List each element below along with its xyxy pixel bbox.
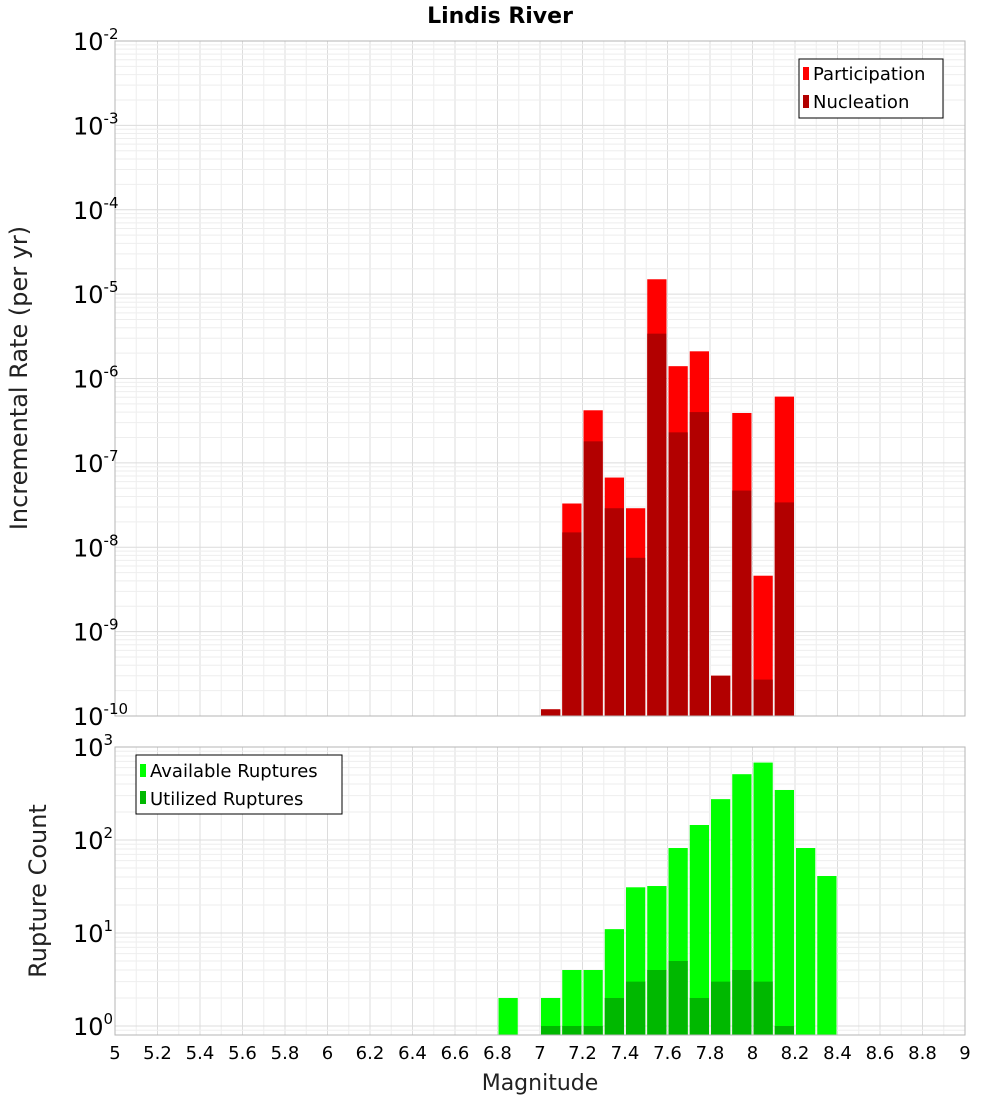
x-tick-label: 8.6 [866,1043,895,1064]
nucleation-bar [541,709,561,716]
available-ruptures-bar [732,774,752,1035]
rate-panel: 10-10 10-9 10-8 10-7 10-6 10-5 10-4 10-3 10-2 In… [5,25,966,731]
nucleation-bar [689,412,709,716]
utilized-ruptures-bar [689,997,709,1035]
x-tick-label: 7.4 [611,1043,640,1064]
rate-y-tick-label: 10-4 [73,194,119,225]
x-tick-label: 5.8 [271,1043,300,1064]
available-ruptures-bar [498,997,518,1035]
utilized-ruptures-bar [774,1025,794,1035]
legend-label-utilized: Utilized Ruptures [150,789,303,810]
available-ruptures-bar [753,762,773,1035]
utilized-ruptures-bar [711,981,731,1035]
rate-legend: Participation Nucleation [798,58,944,119]
nucleation-bar [753,679,773,716]
legend-swatch-nucleation [803,95,809,108]
available-ruptures-bar [689,824,709,1035]
nucleation-bar [604,508,624,716]
utilized-ruptures-bar [562,1025,582,1035]
nucleation-bar [711,675,731,716]
x-tick-label: 5 [109,1043,120,1064]
nucleation-bar [626,557,646,716]
nucleation-bar [583,441,603,716]
count-y-tick-label: 102 [73,824,113,855]
count-y-tick-label: 101 [73,917,113,948]
count-legend-box [135,754,343,815]
legend-swatch-participation [803,67,809,80]
x-tick-label: 5.2 [143,1043,172,1064]
x-tick-label: 6.4 [398,1043,427,1064]
count-bars [498,762,837,1035]
rate-plot-border [114,40,966,717]
nucleation-bar [732,490,752,716]
legend-swatch-utilized [140,791,146,804]
rate-gridlines [114,40,966,717]
utilized-ruptures-bar [668,960,688,1035]
rate-y-tick-label: 10-5 [73,278,119,309]
available-ruptures-bar [711,799,731,1035]
available-ruptures-bar [583,969,603,1035]
chart-title: Lindis River [427,4,573,29]
rate-y-tick-label: 10-6 [73,363,119,394]
utilized-ruptures-bar [583,1025,603,1035]
rate-y-tick-label: 10-10 [73,700,128,731]
nucleation-bar [774,502,794,716]
available-ruptures-bar [562,969,582,1035]
rate-legend-box [798,58,944,119]
utilized-ruptures-bar [647,969,667,1035]
nucleation-bar [668,432,688,716]
rate-y-tick-label: 10-9 [73,616,119,647]
utilized-ruptures-bar [604,997,624,1035]
utilized-ruptures-bar [541,1025,561,1035]
legend-label-nucleation: Nucleation [813,92,909,113]
x-tick-label: 7.2 [568,1043,597,1064]
legend-label-available: Available Ruptures [150,761,318,782]
utilized-ruptures-bar [732,969,752,1035]
nucleation-bar [647,333,667,716]
count-panel: 100 101 102 103 Rupture Count Available Rup… [24,731,966,1041]
x-tick-label: 7 [534,1043,545,1064]
available-ruptures-bar [817,876,837,1035]
count-plot-border [114,746,966,1036]
utilized-ruptures-bar [626,981,646,1035]
utilized-ruptures-bar [753,981,773,1035]
x-tick-label: 9 [959,1043,970,1064]
x-tick-label: 8.2 [781,1043,810,1064]
x-tick-label: 8.8 [908,1043,937,1064]
x-tick-label: 8.4 [823,1043,852,1064]
rate-bars [541,279,794,716]
x-tick-label: 5.4 [186,1043,215,1064]
x-tick-label: 6.6 [441,1043,470,1064]
rate-y-tick-label: 10-2 [73,25,119,56]
rate-y-tick-label: 10-8 [73,531,119,562]
count-y-ticks: 100 101 102 103 [73,731,113,1041]
legend-label-participation: Participation [813,64,925,85]
magnitude-x-ticks: 5 5.2 5.4 5.6 5.8 6 6.2 6.4 6.6 6.8 7 7.2 7.4 7.6 7.8 8… [109,1043,970,1064]
available-ruptures-bar [774,789,794,1035]
x-tick-label: 5.6 [228,1043,257,1064]
available-ruptures-bar [541,997,561,1035]
rate-y-ticks: 10-10 10-9 10-8 10-7 10-6 10-5 10-4 10-3 10-2 [73,25,128,731]
available-ruptures-bar [796,848,816,1035]
rate-y-tick-label: 10-7 [73,447,119,478]
count-y-tick-label: 100 [73,1010,113,1041]
x-tick-label: 7.8 [696,1043,725,1064]
x-axis-label: Magnitude [482,1071,599,1096]
x-tick-label: 6 [322,1043,333,1064]
x-tick-label: 6.8 [483,1043,512,1064]
legend-swatch-available [140,764,146,777]
x-tick-label: 6.2 [356,1043,385,1064]
x-tick-label: 7.6 [653,1043,682,1064]
rate-y-tick-label: 10-3 [73,109,119,140]
x-tick-label: 8 [747,1043,758,1064]
count-y-tick-label: 103 [73,731,113,762]
nucleation-bar [562,532,582,716]
count-legend: Available Ruptures Utilized Ruptures [135,754,343,815]
count-y-axis-label: Rupture Count [24,804,52,978]
rate-y-axis-label: Incremental Rate (per yr) [5,226,33,530]
